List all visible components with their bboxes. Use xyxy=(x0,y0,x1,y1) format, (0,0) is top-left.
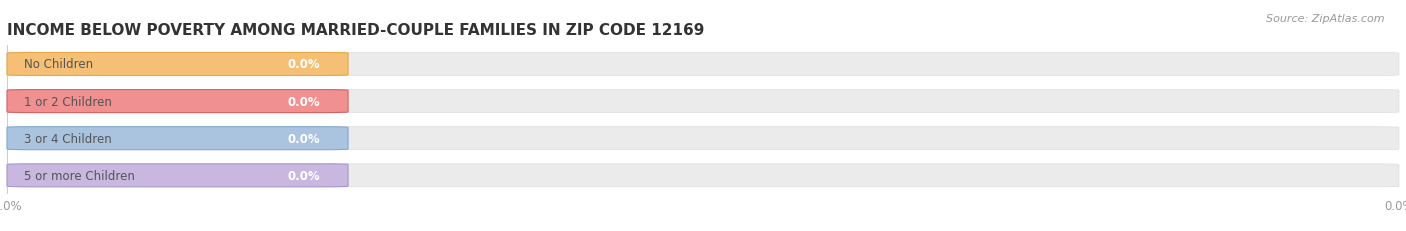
FancyBboxPatch shape xyxy=(7,53,349,76)
Text: 0.0%: 0.0% xyxy=(287,132,321,145)
Text: 0.0%: 0.0% xyxy=(287,58,321,71)
Text: No Children: No Children xyxy=(24,58,93,71)
FancyBboxPatch shape xyxy=(7,127,349,150)
Text: INCOME BELOW POVERTY AMONG MARRIED-COUPLE FAMILIES IN ZIP CODE 12169: INCOME BELOW POVERTY AMONG MARRIED-COUPL… xyxy=(7,23,704,38)
FancyBboxPatch shape xyxy=(7,164,1399,187)
FancyBboxPatch shape xyxy=(7,90,349,113)
FancyBboxPatch shape xyxy=(7,127,1399,150)
Text: Source: ZipAtlas.com: Source: ZipAtlas.com xyxy=(1267,14,1385,24)
FancyBboxPatch shape xyxy=(7,53,1399,76)
Text: 0.0%: 0.0% xyxy=(287,169,321,182)
Text: 0.0%: 0.0% xyxy=(287,95,321,108)
Text: 3 or 4 Children: 3 or 4 Children xyxy=(24,132,111,145)
FancyBboxPatch shape xyxy=(7,90,1399,113)
Text: 1 or 2 Children: 1 or 2 Children xyxy=(24,95,111,108)
Text: 5 or more Children: 5 or more Children xyxy=(24,169,135,182)
FancyBboxPatch shape xyxy=(7,164,349,187)
